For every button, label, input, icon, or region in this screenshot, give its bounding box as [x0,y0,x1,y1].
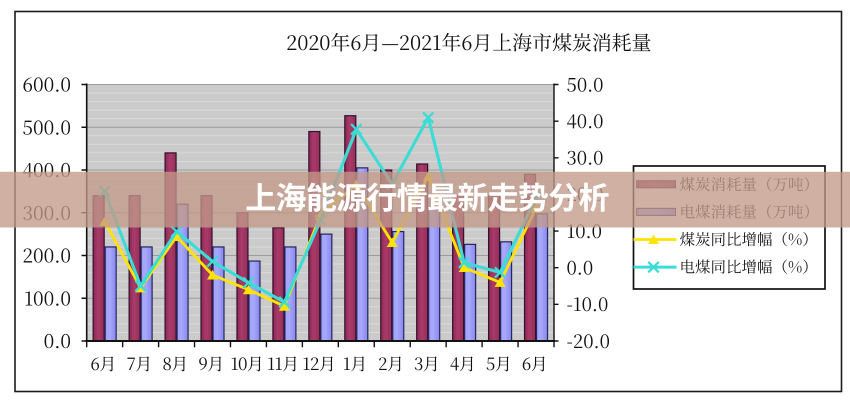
svg-text:5月: 5月 [486,350,512,375]
svg-text:8月: 8月 [162,350,188,375]
svg-text:6月: 6月 [90,350,116,375]
svg-text:40.0: 40.0 [567,108,604,134]
svg-text:0.0: 0.0 [44,327,71,354]
svg-text:3月: 3月 [414,350,439,375]
svg-text:100.0: 100.0 [24,284,71,311]
svg-text:30.0: 30.0 [567,145,604,171]
svg-text:2月: 2月 [378,350,404,375]
svg-text:4月: 4月 [450,350,475,375]
svg-text:10月: 10月 [230,350,263,375]
svg-text:11月: 11月 [267,350,299,375]
svg-text:0.0: 0.0 [567,255,594,281]
svg-text:12月: 12月 [302,350,335,375]
svg-text:1月: 1月 [343,350,367,375]
svg-text:50.0: 50.0 [567,71,604,97]
svg-text:500.0: 500.0 [22,113,71,140]
svg-text:9月: 9月 [198,350,224,375]
svg-text:200.0: 200.0 [22,242,71,269]
svg-text:6月: 6月 [522,350,548,375]
svg-text:上海能源行情最新走势分析: 上海能源行情最新走势分析 [245,173,609,218]
svg-text:煤炭同比增幅（%）: 煤炭同比增幅（%） [680,228,818,250]
svg-text:7月: 7月 [126,350,151,375]
svg-text:600.0: 600.0 [22,71,71,98]
svg-text:2020年6月—2021年6月上海市煤炭消耗量: 2020年6月—2021年6月上海市煤炭消耗量 [286,27,651,56]
svg-text:电煤同比增幅（%）: 电煤同比增幅（%） [680,256,818,278]
svg-text:-20.0: -20.0 [567,328,610,354]
svg-text:-10.0: -10.0 [567,291,609,317]
